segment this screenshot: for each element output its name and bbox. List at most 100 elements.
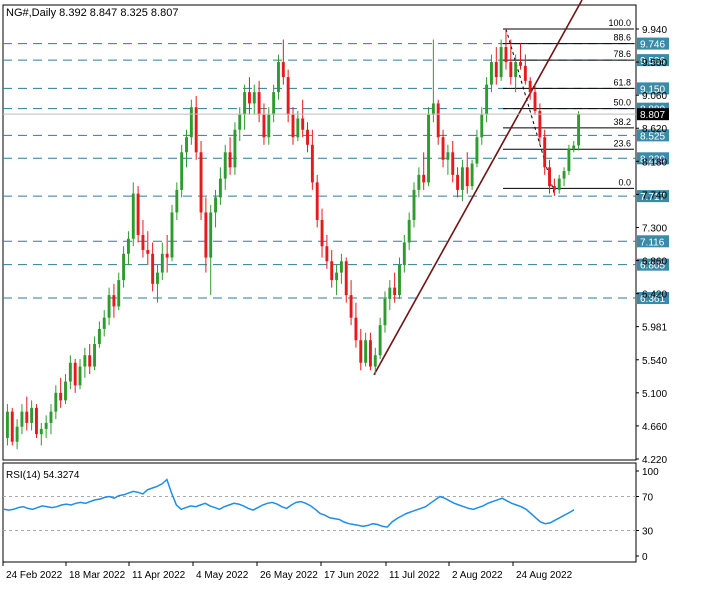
candle-body (247, 92, 251, 104)
candle-body (431, 103, 435, 115)
candle-body (436, 103, 440, 138)
candle-body (185, 137, 188, 153)
time-tick-label: 24 Feb 2022 (6, 570, 63, 581)
price-tick-label: 6.860 (642, 257, 667, 268)
candle-body (15, 426, 19, 442)
candle-body (272, 92, 276, 115)
candle-body (330, 261, 334, 281)
candle-body (238, 114, 242, 130)
candle-body (286, 77, 290, 115)
candle-body (364, 340, 368, 363)
candle-body (344, 261, 348, 296)
candle-body (577, 114, 581, 146)
candle-body (93, 343, 96, 367)
trendline (373, 0, 583, 376)
candle-body (310, 144, 314, 183)
price-tick-label: 5.981 (642, 323, 667, 334)
time-tick-label: 24 Aug 2022 (516, 570, 573, 581)
chart-header: NG#,Daily 8.392 8.847 8.325 8.807 (6, 7, 178, 19)
candle-body (373, 355, 377, 367)
level-label: 7.116 (640, 237, 665, 248)
candle-body (446, 152, 450, 160)
price-tick-label: 4.660 (642, 422, 667, 433)
level-label: 8.525 (640, 131, 665, 142)
price-tick-label: 9.940 (642, 25, 667, 36)
fib-level-label: 61.8 (613, 77, 631, 87)
candle-body (359, 340, 363, 363)
candle-body (325, 246, 329, 262)
candle-body (151, 253, 155, 284)
candle-body (277, 62, 280, 93)
fib-level-label: 88.6 (613, 33, 631, 43)
fib-level-label: 23.6 (613, 138, 631, 148)
fib-level-label: 100.0 (608, 18, 631, 28)
candle-body (480, 114, 484, 138)
time-tick-label: 26 May 2022 (260, 570, 318, 581)
candle-body (117, 280, 121, 307)
candle-body (301, 118, 305, 130)
candle-body (533, 92, 537, 111)
current-price-tag (637, 108, 669, 121)
candle-body (146, 250, 150, 254)
candle-body (296, 118, 300, 138)
candle-body (49, 411, 53, 423)
candle-body (523, 65, 527, 81)
candle-body (64, 381, 67, 401)
rsi-tick-label: 70 (642, 493, 654, 504)
candle-body (189, 107, 193, 138)
level-label-bg (637, 190, 669, 203)
candle-body (83, 355, 87, 367)
rsi-tick-label: 0 (642, 552, 648, 563)
candle-body (44, 422, 48, 429)
candle-body (165, 253, 169, 258)
candle-body (68, 362, 72, 382)
candle-body (73, 362, 77, 386)
price-tick-label: 8.620 (642, 124, 667, 135)
level-label: 6.805 (640, 261, 665, 272)
time-tick-label: 4 May 2022 (196, 570, 249, 581)
candle-body (10, 411, 14, 442)
time-tick-label: 11 Jul 2022 (389, 570, 440, 581)
level-label-bg (637, 258, 669, 271)
price-tick-label: 5.100 (642, 389, 667, 400)
level-label: 8.220 (640, 154, 665, 165)
candle-body (422, 174, 426, 183)
price-tick-label: 6.420 (642, 290, 667, 301)
time-tick-label: 17 Jun 2022 (324, 570, 379, 581)
candle-body (441, 137, 445, 160)
candle-body (465, 167, 469, 187)
candle-body (160, 253, 164, 273)
level-label-bg (637, 152, 669, 165)
candle-body (504, 47, 508, 63)
level-label-bg (637, 129, 669, 142)
candle-body (126, 238, 130, 254)
candle-body (267, 114, 271, 138)
candle-body (39, 428, 43, 435)
candle-body (262, 114, 266, 138)
price-tick-label: 9.500 (642, 58, 667, 69)
candle-body (388, 287, 392, 299)
candle-body (25, 411, 29, 423)
candle-body (194, 107, 198, 153)
candle-body (30, 407, 34, 423)
fib-diagonal (505, 28, 556, 197)
candle-body (349, 295, 353, 318)
level-label-bg (637, 82, 669, 95)
candle-body (97, 328, 101, 344)
candle-body (339, 261, 343, 273)
candle-body (320, 219, 324, 247)
rsi-tick-label: 100 (642, 467, 659, 478)
candle-body (407, 219, 411, 243)
candle-body (35, 407, 38, 435)
candle-body (499, 47, 503, 78)
candle-body (475, 137, 479, 164)
candle-body (572, 145, 576, 149)
candle-body (567, 148, 571, 172)
price-tick-label: 8.180 (642, 157, 667, 168)
candle-body (112, 295, 116, 307)
candle-body (20, 411, 24, 427)
candle-body (54, 392, 58, 412)
candle-body (122, 253, 126, 281)
